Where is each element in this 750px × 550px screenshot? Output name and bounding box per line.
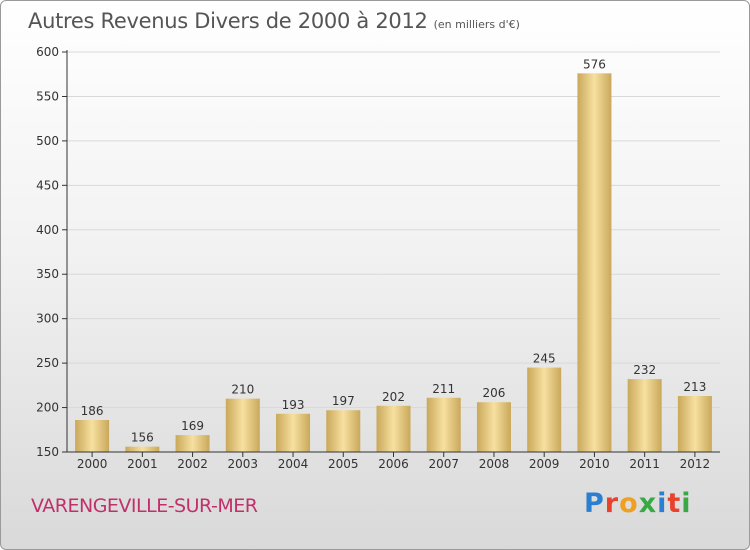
data-label-2003: 210 — [231, 383, 254, 397]
x-tick-label-2009: 2009 — [529, 457, 560, 471]
data-label-2010: 576 — [583, 57, 606, 71]
data-label-2005: 197 — [332, 394, 355, 408]
bar-2005 — [326, 410, 361, 452]
logo-letter: r — [604, 488, 620, 519]
x-tick-label-2004: 2004 — [278, 457, 309, 471]
bar-2001 — [125, 446, 160, 452]
labels: 150 200 250 300 350 400 450 500 550 600 186 2000 156… — [36, 45, 710, 471]
y-tick-label: 200 — [36, 401, 59, 415]
y-tick-label: 600 — [36, 45, 59, 59]
bar-2009 — [527, 367, 562, 452]
bar-2006 — [376, 405, 411, 452]
data-label-2008: 206 — [483, 386, 506, 400]
x-tick-label-2002: 2002 — [177, 457, 208, 471]
data-label-2011: 232 — [633, 363, 656, 377]
x-tick-label-2007: 2007 — [428, 457, 459, 471]
chart-title: Autres Revenus Divers de 2000 à 2012 (en … — [28, 9, 520, 33]
axes — [62, 50, 720, 457]
y-tick-label: 550 — [36, 89, 59, 103]
bar-2010 — [577, 73, 612, 452]
x-tick-label-2008: 2008 — [479, 457, 510, 471]
data-label-2006: 202 — [382, 390, 405, 404]
logo-letter: P — [584, 488, 605, 519]
y-tick-label: 500 — [36, 134, 59, 148]
data-label-2012: 213 — [683, 380, 706, 394]
x-tick-label-2003: 2003 — [228, 457, 259, 471]
y-tick-label: 450 — [36, 178, 59, 192]
x-tick-label-2000: 2000 — [77, 457, 108, 471]
logo-letter: t — [667, 488, 682, 519]
data-label-2001: 156 — [131, 431, 154, 445]
x-tick-label-2001: 2001 — [127, 457, 158, 471]
bar-2004 — [276, 413, 311, 452]
data-label-2004: 193 — [282, 398, 305, 412]
x-tick-label-2010: 2010 — [579, 457, 610, 471]
data-label-2000: 186 — [81, 404, 104, 418]
x-tick-label-2012: 2012 — [680, 457, 711, 471]
gridlines — [67, 51, 720, 409]
x-tick-label-2006: 2006 — [378, 457, 409, 471]
bars — [75, 73, 712, 452]
y-tick-label: 150 — [36, 445, 59, 459]
y-tick-label: 250 — [36, 356, 59, 370]
bar-2011 — [627, 379, 662, 452]
bar-2003 — [225, 398, 260, 452]
commune-name: VARENGEVILLE-SUR-MER — [31, 495, 258, 517]
bar-2007 — [426, 397, 461, 452]
bar-2000 — [75, 420, 110, 452]
proxiti-logo: Proxiti — [584, 488, 692, 519]
data-label-2007: 211 — [432, 382, 455, 396]
logo-letter: x — [638, 488, 658, 519]
chart-title-text: Autres Revenus Divers de 2000 à 2012 — [28, 9, 428, 33]
bar-2002 — [175, 435, 210, 452]
bar-2012 — [677, 396, 712, 452]
data-label-2009: 245 — [533, 352, 556, 366]
bar-2008 — [476, 402, 511, 452]
data-label-2002: 169 — [181, 419, 204, 433]
logo-letter: o — [619, 488, 639, 519]
y-tick-label: 350 — [36, 267, 59, 281]
x-tick-label-2011: 2011 — [629, 457, 660, 471]
chart-subtitle: (en milliers d'€) — [433, 18, 520, 31]
y-tick-label: 300 — [36, 312, 59, 326]
logo-letter: i — [657, 488, 668, 519]
y-tick-label: 400 — [36, 223, 59, 237]
x-tick-label-2005: 2005 — [328, 457, 359, 471]
logo-letter: i — [681, 488, 692, 519]
